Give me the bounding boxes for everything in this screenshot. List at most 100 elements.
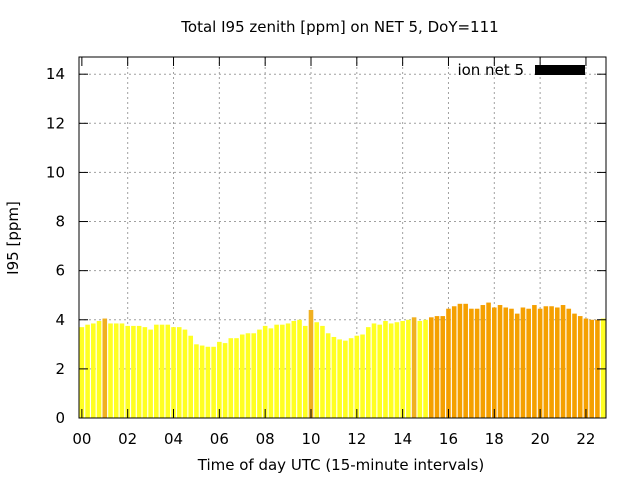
bar xyxy=(154,324,159,418)
bar xyxy=(79,327,85,418)
legend-label: ion net 5 xyxy=(457,61,524,79)
y-tick-label: 10 xyxy=(46,163,65,181)
bar xyxy=(205,346,211,418)
x-tick-label: 08 xyxy=(256,430,275,448)
bar xyxy=(165,324,171,418)
bar xyxy=(589,319,594,418)
bar xyxy=(497,305,503,418)
x-tick-label: 20 xyxy=(531,430,550,448)
x-axis-label: Time of day UTC (15-minute intervals) xyxy=(197,456,484,474)
bar xyxy=(234,338,239,418)
bar xyxy=(268,328,274,418)
bar xyxy=(463,303,468,418)
bar xyxy=(394,322,400,418)
bar xyxy=(411,317,417,418)
x-tick-label: 16 xyxy=(439,430,458,448)
x-tick-label: 22 xyxy=(576,430,595,448)
bar xyxy=(406,319,411,418)
bar xyxy=(469,308,474,418)
bars xyxy=(79,302,606,418)
y-axis-label: I95 [ppm] xyxy=(4,201,22,275)
bar xyxy=(308,309,314,418)
bar xyxy=(320,325,325,418)
bar xyxy=(434,316,440,418)
bar xyxy=(354,335,360,418)
bar xyxy=(325,333,331,418)
bar xyxy=(131,325,136,418)
bar xyxy=(280,324,285,418)
legend-swatch xyxy=(535,65,585,75)
bar xyxy=(377,324,383,418)
bar xyxy=(365,327,371,418)
x-tick-label: 04 xyxy=(164,430,183,448)
bar xyxy=(526,308,531,418)
bar xyxy=(543,306,549,418)
bar xyxy=(577,316,583,418)
bar xyxy=(537,308,543,418)
bar xyxy=(171,327,176,418)
bar xyxy=(182,329,188,418)
bar xyxy=(102,318,108,418)
x-tick-label: 18 xyxy=(485,430,504,448)
bar xyxy=(113,323,119,418)
bar xyxy=(371,323,377,418)
bar xyxy=(457,303,463,418)
bar xyxy=(257,329,262,418)
bar xyxy=(108,323,113,418)
bar xyxy=(360,334,365,418)
bar xyxy=(96,320,102,418)
bar xyxy=(136,325,142,418)
bar xyxy=(285,323,291,418)
bar xyxy=(560,305,566,418)
x-tick-label: 14 xyxy=(393,430,412,448)
bar xyxy=(331,336,337,418)
bar xyxy=(188,335,193,418)
bar xyxy=(228,338,234,418)
bar xyxy=(474,308,480,418)
bar xyxy=(343,340,348,418)
y-tick-label: 2 xyxy=(55,360,65,378)
bar xyxy=(291,320,297,418)
x-tick-label: 00 xyxy=(72,430,91,448)
bar xyxy=(428,317,434,418)
bar xyxy=(400,320,405,418)
bar xyxy=(194,344,199,418)
bar xyxy=(159,324,165,418)
bar xyxy=(119,323,125,418)
plot-frame xyxy=(78,56,607,419)
bar xyxy=(274,324,279,418)
bar xyxy=(509,308,514,418)
y-tick-label: 6 xyxy=(55,262,65,280)
bar xyxy=(211,346,216,418)
x-tick-label: 06 xyxy=(210,430,229,448)
bar xyxy=(85,324,90,418)
bar xyxy=(440,316,446,418)
y-tick-label: 12 xyxy=(46,114,65,132)
bar xyxy=(514,313,520,418)
bar xyxy=(148,329,153,418)
bar xyxy=(555,307,560,418)
bar xyxy=(245,333,251,418)
y-tick-label: 8 xyxy=(55,213,65,231)
bar xyxy=(492,307,497,418)
bar xyxy=(446,308,451,418)
bar xyxy=(222,343,228,418)
bar xyxy=(388,323,394,418)
bar xyxy=(217,341,222,418)
bar xyxy=(383,320,388,418)
bar xyxy=(302,325,308,418)
bar xyxy=(503,307,509,418)
bar xyxy=(314,322,320,418)
bar xyxy=(451,306,457,418)
bar xyxy=(348,338,354,418)
x-tick-label: 10 xyxy=(301,430,320,448)
bar xyxy=(91,323,96,418)
chart-title: Total I95 zenith [ppm] on NET 5, DoY=111 xyxy=(180,18,498,36)
x-tick-label: 02 xyxy=(118,430,137,448)
bar xyxy=(199,345,205,418)
bar xyxy=(480,305,486,418)
bar xyxy=(520,307,526,418)
bar xyxy=(532,305,537,418)
